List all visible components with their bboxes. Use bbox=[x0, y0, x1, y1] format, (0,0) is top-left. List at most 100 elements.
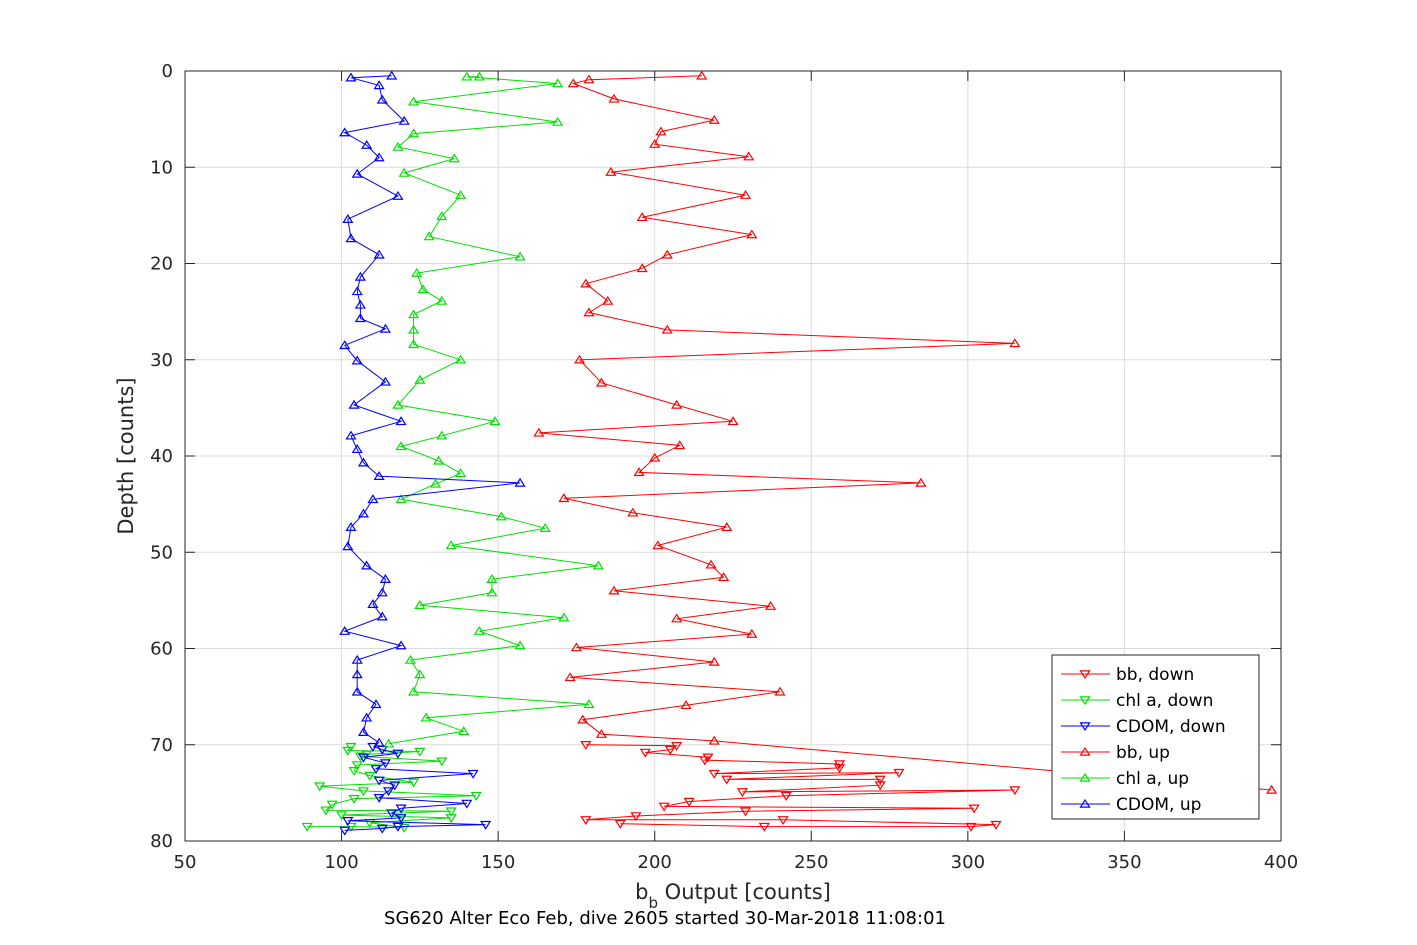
data-point bbox=[392, 399, 404, 409]
data-point bbox=[373, 471, 385, 480]
data-point bbox=[605, 166, 617, 176]
data-point bbox=[514, 640, 526, 650]
data-point bbox=[639, 748, 651, 758]
y-tick-label: 40 bbox=[150, 446, 173, 467]
data-point bbox=[373, 249, 385, 259]
series-line bbox=[343, 75, 521, 744]
y-tick-label: 30 bbox=[150, 350, 173, 371]
legend-entry: chl a, down bbox=[1061, 691, 1213, 711]
data-point bbox=[436, 757, 448, 767]
data-point bbox=[389, 781, 401, 791]
data-point bbox=[370, 699, 382, 709]
data-point bbox=[458, 726, 470, 736]
data-point bbox=[357, 457, 370, 467]
data-point bbox=[420, 712, 432, 722]
data-point bbox=[361, 139, 373, 149]
legend: bb, down chl a, down CDOM, down bb, up chl a… bbox=[1051, 654, 1260, 820]
data-point bbox=[721, 775, 733, 785]
data-point bbox=[376, 587, 388, 597]
series-line bbox=[585, 744, 1015, 828]
data-point bbox=[552, 78, 564, 88]
data-point bbox=[608, 93, 620, 103]
data-point bbox=[373, 737, 385, 747]
data-point bbox=[436, 211, 448, 221]
data-point bbox=[718, 572, 730, 582]
series-line bbox=[307, 746, 477, 828]
data-point bbox=[595, 377, 608, 387]
data-point bbox=[708, 114, 720, 124]
data-point bbox=[404, 654, 417, 664]
data-point bbox=[1009, 786, 1021, 796]
data-point bbox=[376, 824, 388, 834]
data-point bbox=[392, 141, 404, 151]
data-point bbox=[392, 749, 404, 759]
data-point bbox=[683, 797, 695, 807]
data-point bbox=[627, 507, 639, 517]
data-point bbox=[351, 761, 363, 771]
x-tick-label: 50 bbox=[174, 852, 197, 873]
series-cdom-down bbox=[339, 742, 492, 836]
data-point bbox=[386, 809, 398, 819]
data-point bbox=[573, 354, 586, 364]
data-point bbox=[301, 822, 313, 832]
data-point bbox=[583, 74, 595, 84]
data-point bbox=[552, 116, 564, 126]
data-point bbox=[736, 788, 748, 798]
data-point bbox=[429, 478, 442, 488]
data-point bbox=[655, 126, 667, 136]
data-point bbox=[408, 309, 420, 319]
data-point bbox=[633, 467, 645, 477]
x-tick-label: 400 bbox=[1264, 852, 1298, 873]
legend-entry: CDOM, down bbox=[1061, 717, 1226, 737]
data-point bbox=[436, 430, 448, 440]
data-point bbox=[345, 72, 357, 82]
data-point bbox=[408, 96, 420, 106]
data-point bbox=[379, 574, 391, 583]
data-point bbox=[630, 812, 642, 822]
data-point bbox=[671, 399, 683, 409]
data-point bbox=[345, 522, 357, 531]
data-point bbox=[408, 324, 420, 334]
data-point bbox=[739, 189, 752, 199]
data-point bbox=[664, 745, 676, 755]
data-point bbox=[417, 284, 429, 294]
data-point bbox=[379, 376, 391, 386]
data-point bbox=[833, 764, 846, 774]
data-point bbox=[454, 468, 467, 478]
data-point bbox=[367, 742, 379, 752]
y-tick-label: 20 bbox=[150, 254, 173, 275]
data-point bbox=[373, 776, 385, 786]
data-point bbox=[398, 115, 410, 125]
data-point bbox=[968, 804, 980, 814]
legend-box bbox=[1051, 654, 1260, 820]
data-point bbox=[893, 768, 905, 778]
legend-label: CDOM, down bbox=[1116, 717, 1226, 737]
data-point bbox=[339, 127, 351, 137]
data-point bbox=[351, 686, 363, 696]
data-point bbox=[658, 802, 670, 812]
x-axis-label: bb Output [counts] bbox=[635, 880, 831, 912]
data-point bbox=[414, 669, 426, 679]
data-point bbox=[351, 669, 363, 679]
data-point bbox=[386, 70, 398, 80]
data-point bbox=[473, 625, 485, 635]
legend-marker bbox=[1079, 798, 1091, 808]
x-axis-label-main: b bbox=[635, 880, 648, 904]
data-point bbox=[376, 94, 388, 104]
data-point bbox=[454, 354, 467, 364]
data-point bbox=[580, 741, 592, 750]
data-point bbox=[583, 699, 595, 709]
data-point bbox=[454, 189, 467, 199]
data-point bbox=[367, 494, 379, 504]
y-tick-label: 10 bbox=[150, 157, 173, 178]
data-point bbox=[990, 820, 1002, 830]
data-point bbox=[339, 826, 351, 836]
data-point bbox=[702, 753, 714, 763]
data-point bbox=[721, 522, 733, 531]
data-point bbox=[373, 80, 385, 90]
data-point bbox=[874, 781, 886, 791]
data-point bbox=[379, 323, 391, 333]
data-point bbox=[423, 231, 435, 241]
legend-marker bbox=[1079, 696, 1091, 706]
